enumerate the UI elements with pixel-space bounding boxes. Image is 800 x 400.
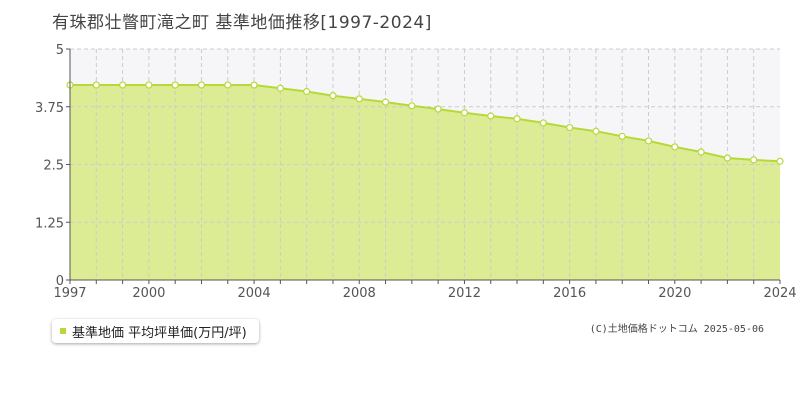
series-line bbox=[70, 84, 781, 163]
data-point bbox=[539, 119, 547, 127]
data-point bbox=[197, 81, 206, 89]
copyright-text: (C)土地価格ドットコム 2025-05-06 bbox=[589, 324, 764, 335]
legend-label: 基準地価 平均坪単価(万円/坪) bbox=[72, 325, 247, 341]
data-point bbox=[434, 105, 442, 113]
data-point bbox=[750, 156, 758, 164]
x-tick-label: 2000 bbox=[132, 286, 165, 301]
x-tick-label: 1997 bbox=[53, 286, 86, 301]
data-point bbox=[671, 143, 679, 151]
x-tick-label: 2012 bbox=[448, 286, 481, 301]
data-point bbox=[592, 127, 600, 135]
data-point bbox=[171, 81, 179, 89]
data-point bbox=[408, 102, 416, 110]
data-point bbox=[487, 112, 495, 120]
x-tick-label: 2004 bbox=[238, 286, 271, 301]
data-point bbox=[329, 92, 337, 100]
data-point bbox=[224, 81, 232, 89]
y-tick-label: 0 bbox=[56, 274, 64, 289]
data-point bbox=[723, 154, 732, 162]
data-point bbox=[250, 81, 258, 89]
data-point bbox=[513, 115, 521, 123]
data-point bbox=[460, 109, 469, 117]
data-point bbox=[618, 132, 626, 140]
data-point bbox=[566, 123, 574, 132]
legend: 基準地価 平均坪単価(万円/坪) bbox=[52, 319, 259, 343]
series-area bbox=[70, 85, 780, 280]
y-tick-label: 3.75 bbox=[35, 101, 64, 116]
data-point bbox=[118, 81, 127, 89]
data-point bbox=[644, 137, 653, 145]
data-point bbox=[776, 157, 784, 165]
legend-swatch bbox=[60, 328, 66, 334]
data-point bbox=[145, 81, 153, 89]
data-point bbox=[303, 87, 311, 96]
data-point bbox=[355, 95, 363, 103]
y-tick-label: 2.5 bbox=[43, 159, 64, 174]
y-tick-label: 1.25 bbox=[35, 216, 64, 231]
x-tick-label: 2024 bbox=[763, 286, 796, 301]
x-tick-label: 2016 bbox=[553, 286, 586, 301]
x-tick-label: 2020 bbox=[658, 286, 691, 301]
data-point bbox=[697, 148, 705, 156]
data-point bbox=[381, 98, 390, 106]
y-tick-label: 5 bbox=[56, 43, 64, 58]
chart-title: 有珠郡壮瞥町滝之町 基準地価推移[1997-2024] bbox=[52, 13, 432, 33]
x-tick-label: 2008 bbox=[343, 286, 376, 301]
data-point bbox=[276, 84, 284, 92]
data-point bbox=[92, 81, 100, 89]
